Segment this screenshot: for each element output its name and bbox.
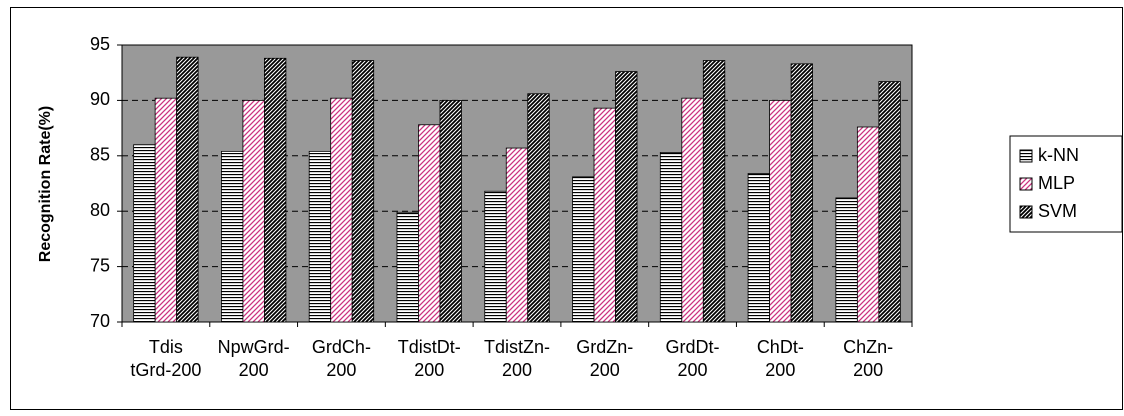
- x-tick-label: tGrd-200: [130, 360, 201, 380]
- bar: [747, 173, 770, 323]
- legend-swatch: [1019, 177, 1033, 191]
- y-tick-label: 70: [90, 311, 110, 331]
- x-tick-label: 200: [502, 360, 532, 380]
- x-tick-label: NpwGrd-: [218, 337, 290, 357]
- x-tick-label: 200: [326, 360, 356, 380]
- bar: [351, 60, 375, 323]
- x-tick-label: GrdDt-: [666, 337, 720, 357]
- y-tick-label: 85: [90, 145, 110, 165]
- bar: [308, 150, 332, 323]
- x-tick-label: 200: [414, 360, 444, 380]
- bar: [856, 126, 880, 323]
- x-tick-label: GrdCh-: [312, 337, 371, 357]
- x-tick-label: ChZn-: [843, 337, 893, 357]
- legend-label: MLP: [1038, 173, 1075, 193]
- y-tick-label: 95: [90, 34, 110, 54]
- bar: [572, 176, 595, 323]
- x-tick-label: 200: [765, 360, 795, 380]
- bar: [769, 100, 792, 323]
- y-tick-label: 80: [90, 200, 110, 220]
- bar: [154, 97, 178, 323]
- bar: [659, 152, 683, 323]
- x-tick-label: 200: [590, 360, 620, 380]
- x-tick-label: 200: [853, 360, 883, 380]
- bar: [790, 63, 813, 323]
- bar: [176, 56, 199, 323]
- x-tick-label: Tdis: [149, 337, 183, 357]
- x-tick-label: 200: [239, 360, 269, 380]
- bar: [439, 100, 462, 323]
- bar: [133, 144, 156, 323]
- legend-label: SVM: [1038, 201, 1077, 221]
- bar: [878, 81, 901, 323]
- bar: [221, 150, 244, 323]
- x-tick-label: TdistDt-: [398, 337, 461, 357]
- bar: [242, 100, 265, 323]
- bar: [615, 71, 638, 323]
- y-tick-label: 90: [90, 89, 110, 109]
- x-tick-label: ChDt-: [757, 337, 804, 357]
- bar: [593, 107, 616, 323]
- bar: [330, 97, 353, 323]
- bar: [418, 124, 441, 323]
- bar: [484, 190, 507, 323]
- bar: [527, 93, 550, 323]
- x-tick-label: 200: [678, 360, 708, 380]
- y-tick-label: 75: [90, 255, 110, 275]
- bar: [681, 97, 704, 323]
- bar: [505, 147, 529, 323]
- bar: [702, 60, 726, 323]
- bar: [835, 197, 858, 323]
- bar: [396, 211, 419, 323]
- x-tick-label: GrdZn-: [576, 337, 633, 357]
- x-tick-label: TdistZn-: [484, 337, 550, 357]
- legend-swatch: [1019, 149, 1033, 163]
- legend-swatch: [1019, 205, 1033, 219]
- legend-label: k-NN: [1038, 145, 1079, 165]
- y-axis-title: Recognition Rate(%): [37, 106, 54, 262]
- bar: [264, 57, 287, 323]
